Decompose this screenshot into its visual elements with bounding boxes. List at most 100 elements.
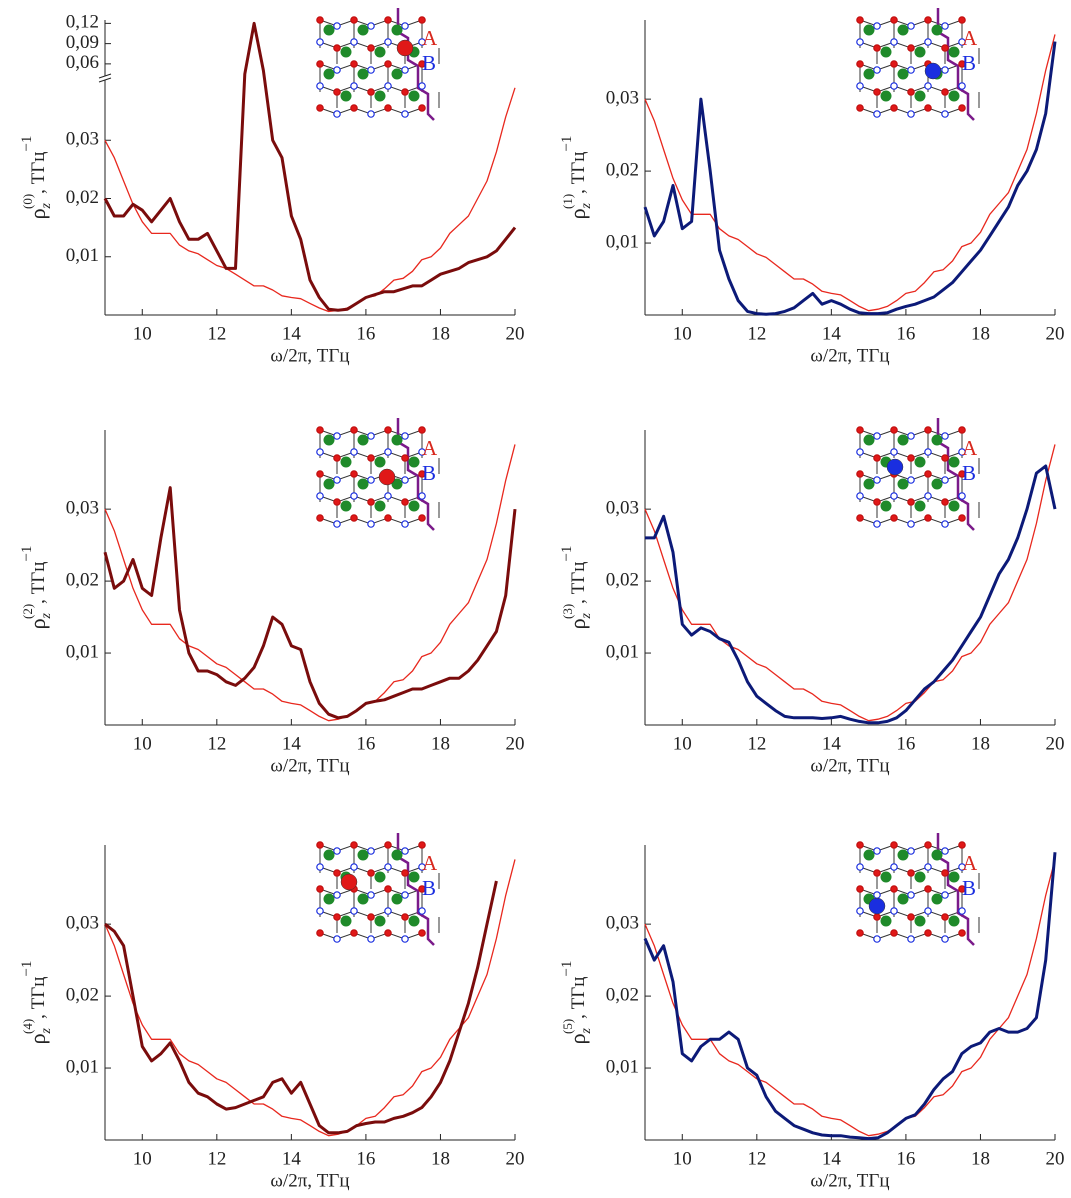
lattice-site bbox=[401, 110, 409, 118]
lattice-site bbox=[367, 913, 375, 921]
inset-label: A bbox=[962, 26, 978, 50]
lattice-atom bbox=[323, 68, 335, 80]
panel: AB 10 12 14 16 18 20 0,01 0,02 0,03 0,060,090,12 ω/… bbox=[19, 8, 525, 366]
x-tick-label: 10 bbox=[673, 1148, 692, 1169]
x-tick-label: 14 bbox=[282, 1148, 302, 1169]
lattice-site bbox=[924, 82, 932, 90]
lattice-site bbox=[907, 454, 915, 462]
inset-label: B bbox=[962, 876, 976, 900]
lattice-atom bbox=[391, 24, 403, 36]
x-axis-label: ω/2π, ТГц bbox=[810, 755, 889, 776]
lattice-site bbox=[941, 432, 949, 440]
x-tick-label: 20 bbox=[506, 733, 525, 754]
x-tick-label: 12 bbox=[207, 733, 226, 754]
lattice-site bbox=[958, 841, 966, 849]
lattice-site bbox=[401, 432, 409, 440]
lattice-site bbox=[367, 869, 375, 877]
lattice-site bbox=[367, 454, 375, 462]
series-line bbox=[103, 21, 517, 312]
lattice-site bbox=[873, 913, 881, 921]
lattice-site bbox=[384, 841, 392, 849]
inset-label: A bbox=[962, 851, 978, 875]
lattice-atom bbox=[914, 871, 926, 883]
lattice-atom bbox=[897, 849, 909, 861]
y-label-symbol: ρ bbox=[565, 208, 590, 219]
lattice-site bbox=[873, 22, 881, 30]
lattice-atom bbox=[408, 500, 420, 512]
y-tick-label: 0,03 bbox=[66, 498, 99, 519]
lattice-atom bbox=[863, 849, 875, 861]
y-label-symbol: ρ bbox=[25, 1033, 50, 1044]
lattice-site bbox=[384, 16, 392, 24]
x-tick-label: 14 bbox=[822, 733, 842, 754]
lattice-atom bbox=[897, 68, 909, 80]
x-tick-label: 16 bbox=[356, 323, 375, 344]
x-tick-label: 10 bbox=[673, 733, 692, 754]
y-label-symbol: ρ bbox=[25, 618, 50, 629]
lattice-atom bbox=[374, 456, 386, 468]
lattice-site bbox=[350, 492, 358, 500]
lattice-site bbox=[856, 514, 864, 522]
lattice-site bbox=[367, 847, 375, 855]
lattice-atom bbox=[357, 849, 369, 861]
lattice-site bbox=[401, 847, 409, 855]
y-label-sup: (0) bbox=[20, 194, 35, 209]
inset-label: A bbox=[422, 436, 438, 460]
lattice-site bbox=[333, 476, 341, 484]
y-label-symbol: ρ bbox=[565, 618, 590, 629]
y-tick-label: 0,01 bbox=[66, 1056, 99, 1077]
lattice-site bbox=[367, 935, 375, 943]
lattice-site bbox=[418, 514, 426, 522]
lattice-site bbox=[941, 847, 949, 855]
lattice-site bbox=[873, 476, 881, 484]
y-label-unit: , ТГц bbox=[28, 152, 49, 194]
y-tick-label: 0,03 bbox=[606, 913, 639, 934]
lattice-atom bbox=[880, 46, 892, 58]
lattice-atom bbox=[863, 478, 875, 490]
inset-lattice bbox=[316, 833, 440, 946]
lattice-site bbox=[924, 448, 932, 456]
lattice-site bbox=[907, 44, 915, 52]
y-label-unit-sup: −1 bbox=[19, 136, 35, 152]
lattice-atom bbox=[931, 478, 943, 490]
series-line bbox=[645, 464, 1057, 725]
lattice-atom bbox=[948, 46, 960, 58]
y-axis-label: ρz (0), ТГц−1 bbox=[19, 136, 54, 220]
lattice-site bbox=[401, 476, 409, 484]
lattice-site bbox=[316, 38, 324, 46]
axis-break bbox=[98, 77, 112, 83]
lattice-atom bbox=[323, 478, 335, 490]
lattice-site bbox=[401, 498, 409, 506]
lattice-atom bbox=[374, 90, 386, 102]
lattice-site bbox=[350, 841, 358, 849]
lattice-atom bbox=[948, 915, 960, 927]
y-label-symbol: ρ bbox=[565, 1033, 590, 1044]
y-label-unit-sup: −1 bbox=[559, 136, 575, 152]
lattice-site bbox=[873, 935, 881, 943]
lattice-site bbox=[384, 929, 392, 937]
lattice-atom bbox=[914, 500, 926, 512]
lattice-site bbox=[924, 38, 932, 46]
y-axis-label: ρz (1), ТГц−1 bbox=[559, 136, 594, 220]
x-tick-label: 18 bbox=[971, 323, 990, 344]
lattice-site bbox=[384, 82, 392, 90]
x-tick-label: 12 bbox=[207, 323, 226, 344]
lattice-site bbox=[958, 885, 966, 893]
lattice-site bbox=[367, 498, 375, 506]
lattice-atom bbox=[863, 434, 875, 446]
y-tick-label: 0,02 bbox=[66, 984, 99, 1005]
inset-lattice bbox=[316, 8, 440, 121]
x-tick-label: 12 bbox=[207, 1148, 226, 1169]
lattice-atom bbox=[340, 90, 352, 102]
lattice-atom bbox=[391, 849, 403, 861]
lattice-site bbox=[958, 448, 966, 456]
lattice-site bbox=[890, 38, 898, 46]
inset-lattice bbox=[856, 833, 980, 946]
panel: AB 10 12 14 16 18 20 0,01 0,02 0,03 ω/2π, ТГц ρz (4)… bbox=[19, 833, 525, 1191]
lattice-site bbox=[316, 448, 324, 456]
lattice-atom bbox=[391, 434, 403, 446]
x-tick-label: 14 bbox=[282, 733, 302, 754]
lattice-site bbox=[418, 863, 426, 871]
lattice-site bbox=[333, 891, 341, 899]
inset-label: A bbox=[422, 26, 438, 50]
